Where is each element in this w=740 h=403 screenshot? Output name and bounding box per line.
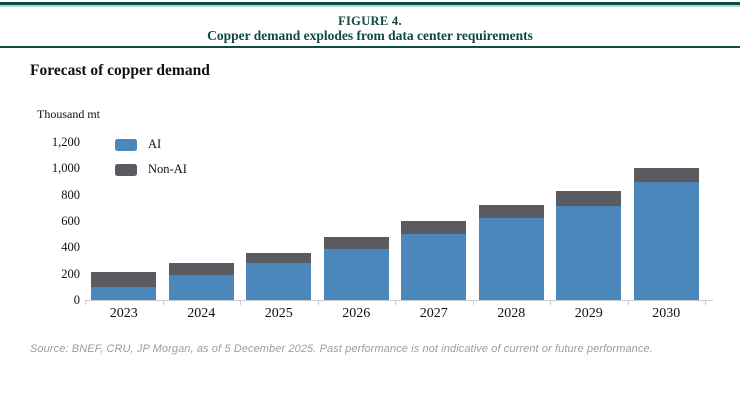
- x-axis-label: 2028: [497, 306, 526, 321]
- bar-segment-non-ai: [323, 237, 389, 249]
- bar-segment-non-ai: [91, 272, 157, 287]
- bar-segment-non-ai: [401, 221, 467, 235]
- x-axis-tick: [627, 301, 629, 305]
- x-axis-label: 2024: [187, 306, 216, 321]
- bar-segment-non-ai: [246, 252, 312, 264]
- x-axis-line: [85, 300, 713, 301]
- y-axis-tick-label: 1,000: [51, 161, 80, 176]
- y-axis-unit-label: Thousand mt: [37, 107, 100, 121]
- bar-segment-non-ai: [168, 263, 234, 275]
- x-axis-tick: [550, 301, 551, 305]
- x-axis-label: 2029: [574, 306, 603, 321]
- bar-segment-non-ai: [478, 204, 544, 218]
- bar-segment-ai: [91, 286, 157, 300]
- y-axis-tick-label: 600: [61, 214, 80, 228]
- x-axis-tick: [162, 301, 164, 305]
- x-axis-label: 2025: [264, 306, 293, 321]
- bar-segment-ai: [168, 274, 234, 300]
- header-divider: [0, 46, 740, 48]
- figure-title: Copper demand explodes from data center …: [207, 28, 533, 43]
- bar-segment-ai: [323, 248, 389, 300]
- x-axis-tick: [85, 301, 86, 305]
- legend-swatch-icon: [115, 138, 137, 151]
- y-axis-tick-label: 200: [61, 266, 80, 281]
- x-axis-label: 2030: [652, 306, 681, 321]
- bar-segment-non-ai: [556, 191, 622, 206]
- x-axis-tick: [395, 301, 396, 305]
- bar-segment-ai: [478, 217, 544, 300]
- legend-swatch-icon: [115, 163, 137, 176]
- bar-segment-ai: [246, 263, 312, 300]
- bar-segment-ai: [401, 234, 467, 300]
- bar-segment-ai: [633, 182, 699, 300]
- bar-segment-non-ai: [633, 168, 699, 183]
- plot-area: [85, 142, 713, 305]
- y-axis-tick-label: 800: [61, 187, 80, 202]
- legend-item-non-ai: Non-AI: [115, 162, 187, 177]
- figure-label: FIGURE 4.: [338, 14, 402, 28]
- legend-label: Non-AI: [148, 162, 187, 176]
- source-note: Source: BNEF, CRU, JP Morgan, as of 5 De…: [30, 343, 653, 355]
- x-axis-label: 2023: [109, 306, 138, 321]
- top-rule-light: [0, 5, 740, 7]
- chart-heading: Forecast of copper demand: [30, 62, 210, 79]
- x-axis-tick: [317, 301, 319, 305]
- legend-item-ai: AI: [115, 137, 161, 152]
- bar-segment-ai: [556, 205, 622, 300]
- x-axis-tick: [240, 301, 241, 305]
- x-axis-tick: [705, 301, 706, 305]
- top-rule-dark: [0, 2, 740, 5]
- x-axis-label: 2026: [342, 306, 371, 321]
- legend-label: AI: [148, 137, 162, 151]
- y-axis-tick-label: 0: [73, 293, 80, 307]
- x-axis-label: 2027: [419, 306, 448, 321]
- y-axis-tick-label: 400: [61, 240, 80, 255]
- x-axis-labels: 2023 2024 2025 2026 2027 2028 2029 2030: [85, 305, 713, 325]
- y-axis-tick-label: 1,200: [51, 135, 80, 149]
- x-axis-tick: [472, 301, 474, 305]
